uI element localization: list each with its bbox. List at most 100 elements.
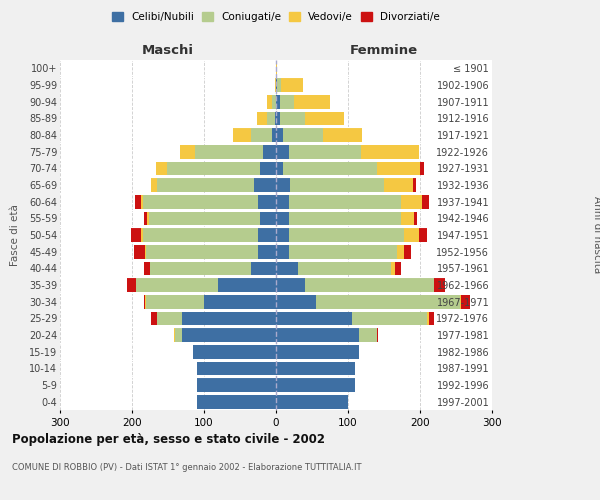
Bar bbox=[422, 195, 430, 208]
Bar bbox=[182, 328, 276, 342]
Bar bbox=[182, 312, 276, 325]
Bar bbox=[194, 145, 263, 158]
Bar bbox=[276, 195, 289, 208]
Bar bbox=[428, 312, 434, 325]
Text: Popolazione per età, sesso e stato civile - 2002: Popolazione per età, sesso e stato civil… bbox=[12, 432, 325, 446]
Bar bbox=[377, 328, 378, 342]
Bar bbox=[434, 278, 445, 292]
Bar bbox=[305, 278, 434, 292]
Bar bbox=[156, 162, 167, 175]
Bar bbox=[289, 212, 401, 225]
Bar bbox=[180, 145, 194, 158]
Bar bbox=[401, 195, 422, 208]
Bar bbox=[174, 328, 175, 342]
Bar bbox=[146, 245, 258, 258]
Bar bbox=[258, 245, 276, 258]
Bar bbox=[280, 112, 305, 125]
Bar bbox=[167, 162, 260, 175]
Bar bbox=[305, 112, 344, 125]
Bar bbox=[157, 178, 254, 192]
Bar bbox=[281, 78, 302, 92]
Bar bbox=[272, 95, 276, 108]
Bar bbox=[193, 345, 276, 358]
Bar bbox=[147, 212, 149, 225]
Bar bbox=[323, 128, 362, 142]
Bar bbox=[276, 178, 290, 192]
Bar bbox=[395, 262, 401, 275]
Bar bbox=[276, 395, 348, 408]
Bar bbox=[427, 312, 428, 325]
Bar bbox=[404, 228, 419, 242]
Bar bbox=[272, 128, 276, 142]
Bar bbox=[401, 212, 413, 225]
Text: Maschi: Maschi bbox=[142, 44, 194, 57]
Bar bbox=[145, 295, 146, 308]
Bar bbox=[146, 295, 204, 308]
Bar bbox=[136, 278, 218, 292]
Bar bbox=[251, 262, 276, 275]
Bar bbox=[258, 228, 276, 242]
Bar bbox=[257, 112, 268, 125]
Bar bbox=[413, 178, 416, 192]
Bar bbox=[384, 178, 413, 192]
Bar bbox=[460, 295, 461, 308]
Bar bbox=[276, 62, 277, 75]
Bar bbox=[289, 245, 397, 258]
Bar bbox=[142, 228, 143, 242]
Bar bbox=[276, 328, 359, 342]
Bar bbox=[276, 295, 316, 308]
Bar bbox=[391, 262, 395, 275]
Bar bbox=[276, 378, 355, 392]
Bar bbox=[276, 245, 289, 258]
Bar bbox=[289, 145, 361, 158]
Bar bbox=[144, 262, 150, 275]
Legend: Celibi/Nubili, Coniugati/e, Vedovi/e, Divorziati/e: Celibi/Nubili, Coniugati/e, Vedovi/e, Di… bbox=[108, 8, 444, 26]
Bar bbox=[260, 212, 276, 225]
Bar bbox=[197, 395, 276, 408]
Bar bbox=[263, 145, 276, 158]
Bar bbox=[404, 245, 412, 258]
Bar bbox=[276, 128, 283, 142]
Bar bbox=[283, 128, 323, 142]
Bar bbox=[233, 128, 251, 142]
Bar bbox=[127, 278, 136, 292]
Bar bbox=[352, 312, 427, 325]
Bar bbox=[157, 312, 182, 325]
Bar bbox=[276, 312, 352, 325]
Bar bbox=[397, 245, 404, 258]
Bar bbox=[251, 128, 272, 142]
Bar bbox=[276, 95, 280, 108]
Bar bbox=[413, 212, 417, 225]
Bar bbox=[143, 212, 147, 225]
Bar bbox=[420, 162, 424, 175]
Bar bbox=[361, 145, 419, 158]
Bar bbox=[175, 328, 182, 342]
Bar bbox=[149, 212, 260, 225]
Bar bbox=[280, 95, 294, 108]
Bar bbox=[266, 95, 272, 108]
Bar bbox=[204, 295, 276, 308]
Bar bbox=[150, 262, 251, 275]
Bar bbox=[275, 112, 276, 125]
Text: COMUNE DI ROBBIO (PV) - Dati ISTAT 1° gennaio 2002 - Elaborazione TUTTITALIA.IT: COMUNE DI ROBBIO (PV) - Dati ISTAT 1° ge… bbox=[12, 462, 361, 471]
Bar bbox=[419, 228, 427, 242]
Bar bbox=[143, 228, 258, 242]
Bar bbox=[277, 78, 281, 92]
Bar bbox=[276, 145, 289, 158]
Bar bbox=[131, 228, 142, 242]
Bar bbox=[289, 195, 401, 208]
Text: Anni di nascita: Anni di nascita bbox=[592, 196, 600, 274]
Bar bbox=[276, 78, 277, 92]
Bar bbox=[260, 162, 276, 175]
Bar bbox=[276, 228, 289, 242]
Bar bbox=[268, 112, 275, 125]
Bar bbox=[294, 95, 330, 108]
Bar bbox=[276, 362, 355, 375]
Bar bbox=[258, 195, 276, 208]
Bar bbox=[135, 195, 140, 208]
Bar bbox=[461, 295, 470, 308]
Bar bbox=[298, 262, 391, 275]
Bar bbox=[290, 178, 384, 192]
Bar bbox=[276, 162, 283, 175]
Bar bbox=[276, 345, 359, 358]
